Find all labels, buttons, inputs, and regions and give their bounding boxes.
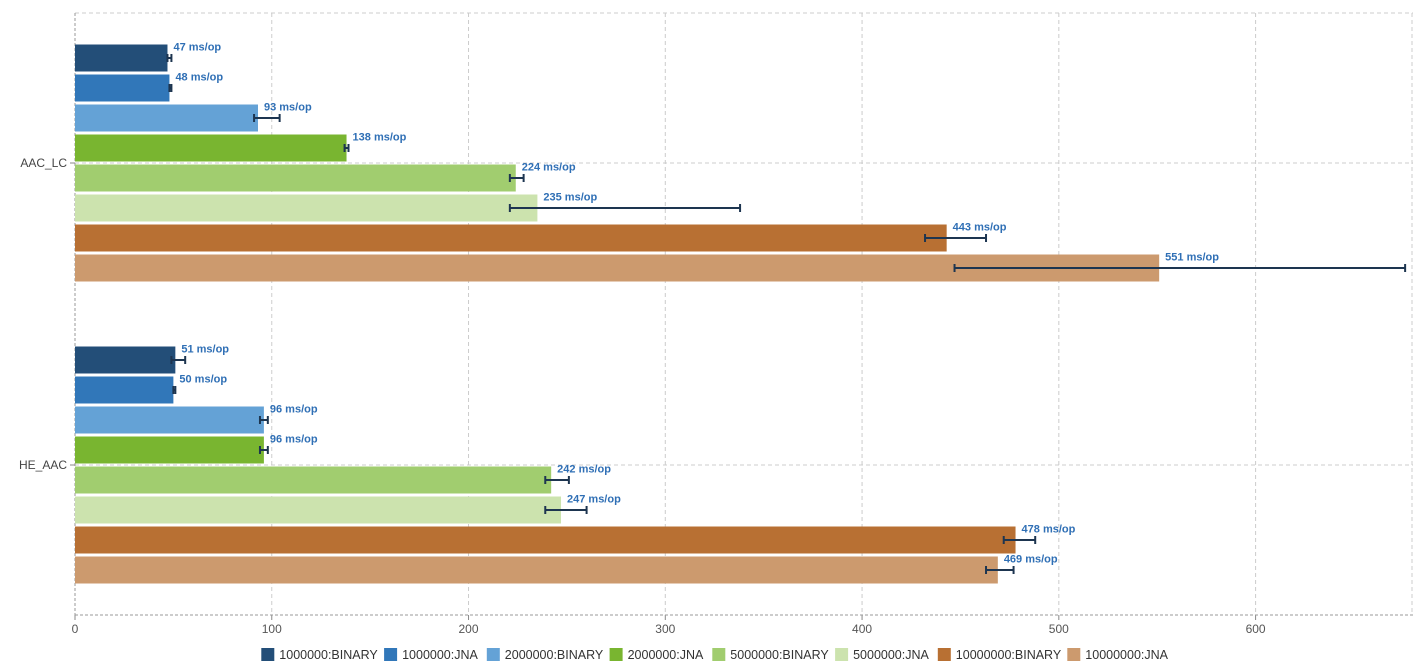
legend-label: 1000000:JNA [402, 648, 478, 662]
legend-item[interactable]: 10000000:BINARY [937, 648, 1062, 662]
data-label: 551 ms/op [1165, 252, 1219, 264]
legend-label: 1000000:BINARY [279, 648, 378, 662]
data-label: 242 ms/op [557, 464, 611, 476]
legend-swatch [937, 648, 951, 661]
data-label: 138 ms/op [353, 132, 407, 144]
legend-label: 5000000:BINARY [730, 648, 829, 662]
x-tick-label: 200 [459, 622, 479, 636]
legend-label: 10000000:BINARY [956, 648, 1062, 662]
data-label: 443 ms/op [953, 222, 1007, 234]
legend-item[interactable]: 5000000:JNA [835, 648, 930, 662]
grid-lines [74, 12, 1413, 620]
data-label: 50 ms/op [179, 374, 227, 386]
bar[interactable] [75, 104, 258, 132]
bar[interactable] [75, 134, 347, 162]
legend-swatch [384, 648, 398, 661]
x-tick-label: 100 [262, 622, 282, 636]
legend-item[interactable]: 10000000:JNA [1067, 648, 1169, 662]
legend-swatch [835, 648, 849, 661]
data-label: 247 ms/op [567, 494, 621, 506]
legend-item[interactable]: 1000000:JNA [384, 648, 479, 662]
data-label: 235 ms/op [543, 192, 597, 204]
bar[interactable] [75, 164, 516, 192]
data-label: 47 ms/op [173, 42, 221, 54]
legend-swatch [712, 648, 726, 661]
bars: 47 ms/op 48 ms/op 93 ms/op 138 ms/op 224 ms/… [75, 42, 1407, 584]
legend-label: 5000000:JNA [853, 648, 929, 662]
bar[interactable] [75, 526, 1016, 554]
bar[interactable] [75, 44, 168, 72]
category-label: AAC_LC [20, 156, 67, 170]
legend-label: 2000000:BINARY [505, 648, 604, 662]
legend-item[interactable]: 5000000:BINARY [712, 648, 829, 662]
legend-swatch [486, 648, 500, 661]
legend-item[interactable]: 2000000:BINARY [486, 648, 604, 662]
bar[interactable] [75, 346, 176, 374]
data-label: 51 ms/op [181, 344, 229, 356]
x-tick-label: 400 [852, 622, 872, 636]
bar[interactable] [75, 436, 264, 464]
legend-label: 10000000:JNA [1085, 648, 1168, 662]
bar[interactable] [75, 194, 538, 222]
x-tick-label: 500 [1049, 622, 1069, 636]
legend-swatch [1067, 648, 1081, 661]
data-label: 96 ms/op [270, 404, 318, 416]
data-label: 93 ms/op [264, 102, 312, 114]
x-tick-label: 600 [1246, 622, 1266, 636]
bar[interactable] [75, 74, 170, 102]
bar[interactable] [75, 466, 552, 494]
legend-item[interactable]: 1000000:BINARY [261, 648, 378, 662]
data-label: 478 ms/op [1022, 524, 1076, 536]
bar[interactable] [75, 556, 998, 584]
data-label: 469 ms/op [1004, 554, 1058, 566]
legend-swatch [261, 648, 275, 661]
bar[interactable] [75, 496, 562, 524]
x-tick-label: 0 [72, 622, 79, 636]
data-label: 96 ms/op [270, 434, 318, 446]
bar[interactable] [75, 376, 174, 404]
data-label: 224 ms/op [522, 162, 576, 174]
x-tick-label: 300 [655, 622, 675, 636]
legend-swatch [609, 648, 623, 661]
legend-label: 2000000:JNA [628, 648, 704, 662]
bar[interactable] [75, 406, 264, 434]
bar[interactable] [75, 224, 947, 252]
data-label: 48 ms/op [175, 72, 223, 84]
legend-item[interactable]: 2000000:JNA [609, 648, 704, 662]
legend: 1000000:BINARY 1000000:JNA 2000000:BINARY 2… [261, 648, 1169, 662]
category-label: HE_AAC [19, 458, 67, 472]
